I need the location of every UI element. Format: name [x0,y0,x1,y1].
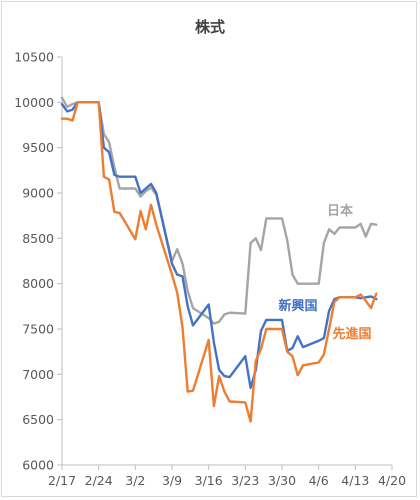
series-lines [60,96,378,423]
series-line-0 [60,96,378,325]
y-tick-label: 9500 [22,140,54,155]
y-tick-label: 8000 [22,276,54,291]
y-tick-label: 7500 [22,322,54,337]
x-tick-label: 3/2 [125,473,145,488]
series-label-1: 新興国 [278,298,317,314]
axes [61,57,392,466]
y-tick-label: 10500 [14,50,54,65]
x-tick-label: 2/17 [48,473,76,488]
y-tick-label: 6500 [22,412,54,427]
x-tick-label: 3/9 [162,473,182,488]
x-tick-label: 3/30 [268,473,296,488]
y-tick-label: 10000 [14,95,54,110]
y-tick-label: 9000 [22,186,54,201]
series-label-0: 日本 [327,203,353,219]
x-tick-label: 4/20 [378,473,406,488]
series-line-2 [60,101,378,423]
x-tick-label: 4/6 [309,473,329,488]
x-tick-label: 3/23 [231,473,259,488]
series-line-1 [60,101,378,390]
series-label-2: 先進国 [332,326,371,342]
x-axis-ticks: 2/17 2/24 3/2 3/9 3/16 3/23 3/30 4/6 4/13 4/20 [48,465,406,488]
x-tick-label: 4/13 [341,473,369,488]
x-tick-label: 3/16 [195,473,223,488]
y-tick-label: 8500 [22,231,54,246]
x-tick-label: 2/24 [85,473,113,488]
chart-title: 株式 [195,18,225,36]
y-axis-ticks: 6000 6500 7000 7500 8000 8500 9000 9500 10000 105… [14,50,62,473]
y-tick-label: 6000 [22,458,54,473]
y-tick-label: 7000 [22,367,54,382]
